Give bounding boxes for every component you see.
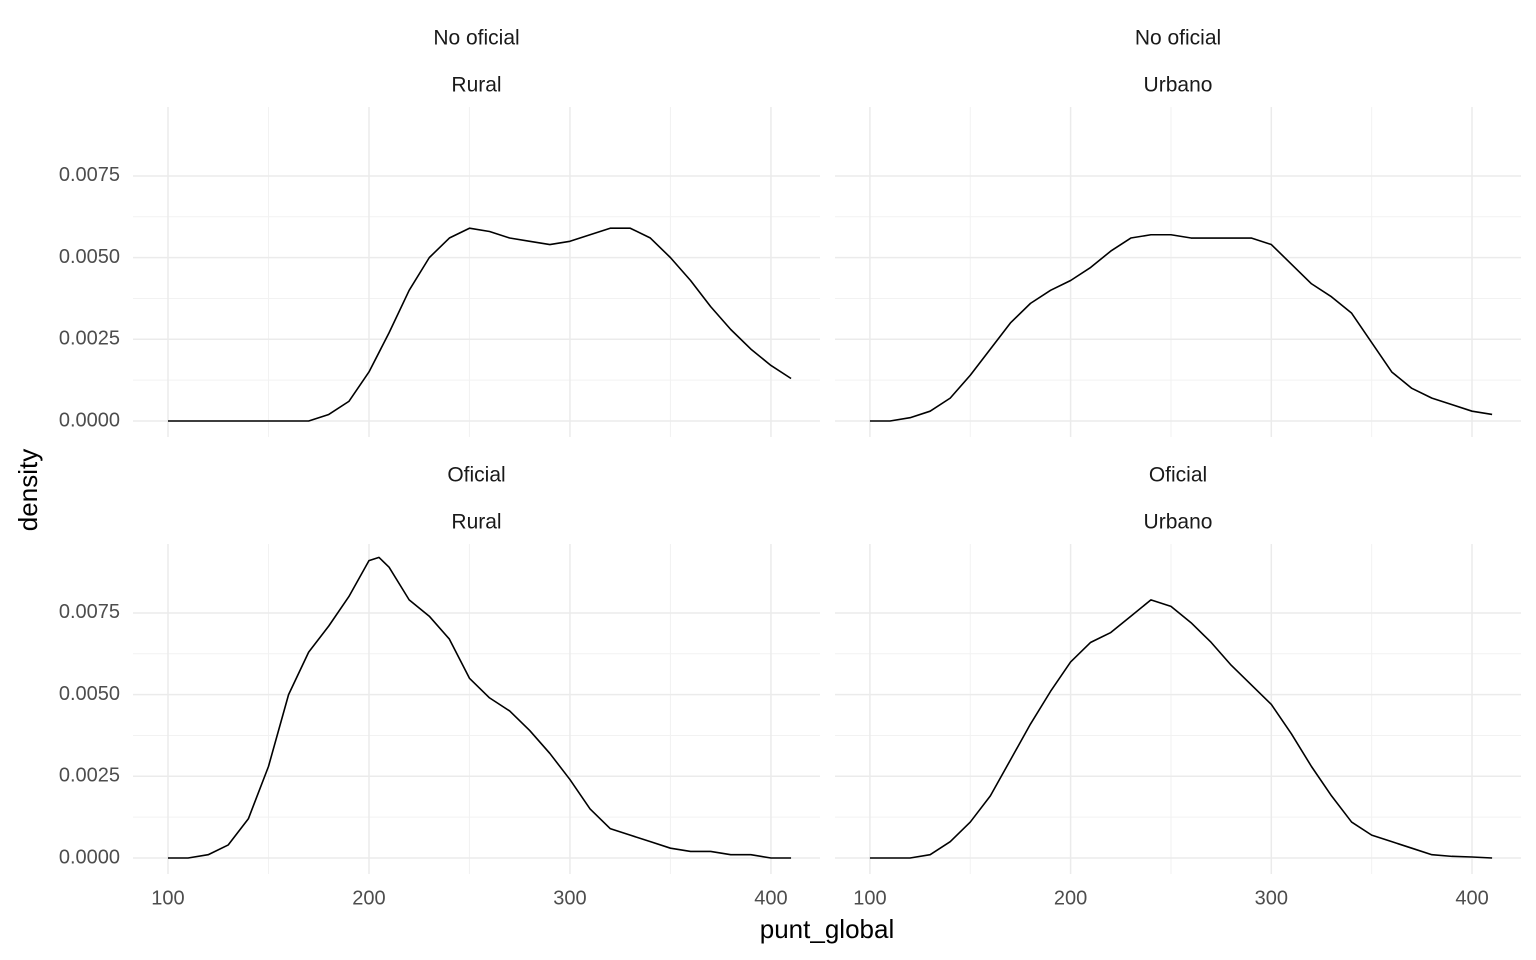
density-line	[869, 599, 1493, 859]
x-tick-label: 100	[151, 887, 184, 909]
strip-label: No oficial	[433, 27, 519, 50]
y-tick-label: 0.0075	[59, 164, 120, 186]
x-tick-label: 300	[1255, 887, 1288, 909]
x-tick-label: 400	[1455, 887, 1488, 909]
x-tick-label: 100	[853, 887, 886, 909]
density-line	[167, 556, 792, 859]
x-tick-label: 400	[754, 887, 787, 909]
y-axis-label: density	[13, 449, 43, 531]
x-tick-label: 200	[352, 887, 385, 909]
density-line	[869, 233, 1493, 422]
y-tick-label: 0.0050	[59, 683, 120, 705]
y-tick-label: 0.0025	[59, 765, 120, 787]
x-tick-label: 200	[1054, 887, 1087, 909]
y-tick-label: 0.0025	[59, 328, 120, 350]
strip-label: Urbano	[1144, 511, 1213, 534]
strip-label: Rural	[451, 74, 501, 97]
y-tick-label: 0.0075	[59, 601, 120, 623]
x-axis-label: punt_global	[760, 914, 894, 944]
y-tick-label: 0.0000	[59, 409, 120, 431]
strip-label: No oficial	[1135, 27, 1221, 50]
y-tick-label: 0.0000	[59, 846, 120, 868]
x-tick-label: 300	[553, 887, 586, 909]
strip-label: Oficial	[1149, 464, 1207, 487]
density-line	[167, 227, 792, 422]
strip-label: Urbano	[1144, 74, 1213, 97]
y-tick-label: 0.0050	[59, 246, 120, 268]
strip-label: Oficial	[447, 464, 505, 487]
strip-label: Rural	[451, 511, 501, 534]
